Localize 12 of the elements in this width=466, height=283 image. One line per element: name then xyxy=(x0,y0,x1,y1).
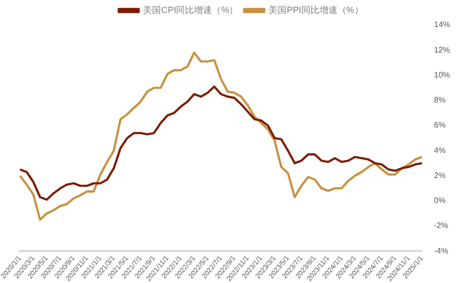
y-tick-label: 6% xyxy=(434,120,446,130)
y-tick-label: 10% xyxy=(434,70,450,80)
y-tick-label: 4% xyxy=(434,146,446,155)
y-tick-label: 2% xyxy=(434,170,446,180)
y-tick-label: 8% xyxy=(434,96,446,105)
legend-label: 美国CPI同比增速（%） xyxy=(143,4,238,15)
legend-label: 美国PPI同比增速（%） xyxy=(268,4,364,15)
y-tick-label: 14% xyxy=(434,20,450,30)
y-tick-label: 0% xyxy=(434,196,446,206)
y-tick-label: 12% xyxy=(434,45,450,54)
y-tick-label: -2% xyxy=(434,221,448,230)
y-tick-label: -4% xyxy=(434,246,448,256)
